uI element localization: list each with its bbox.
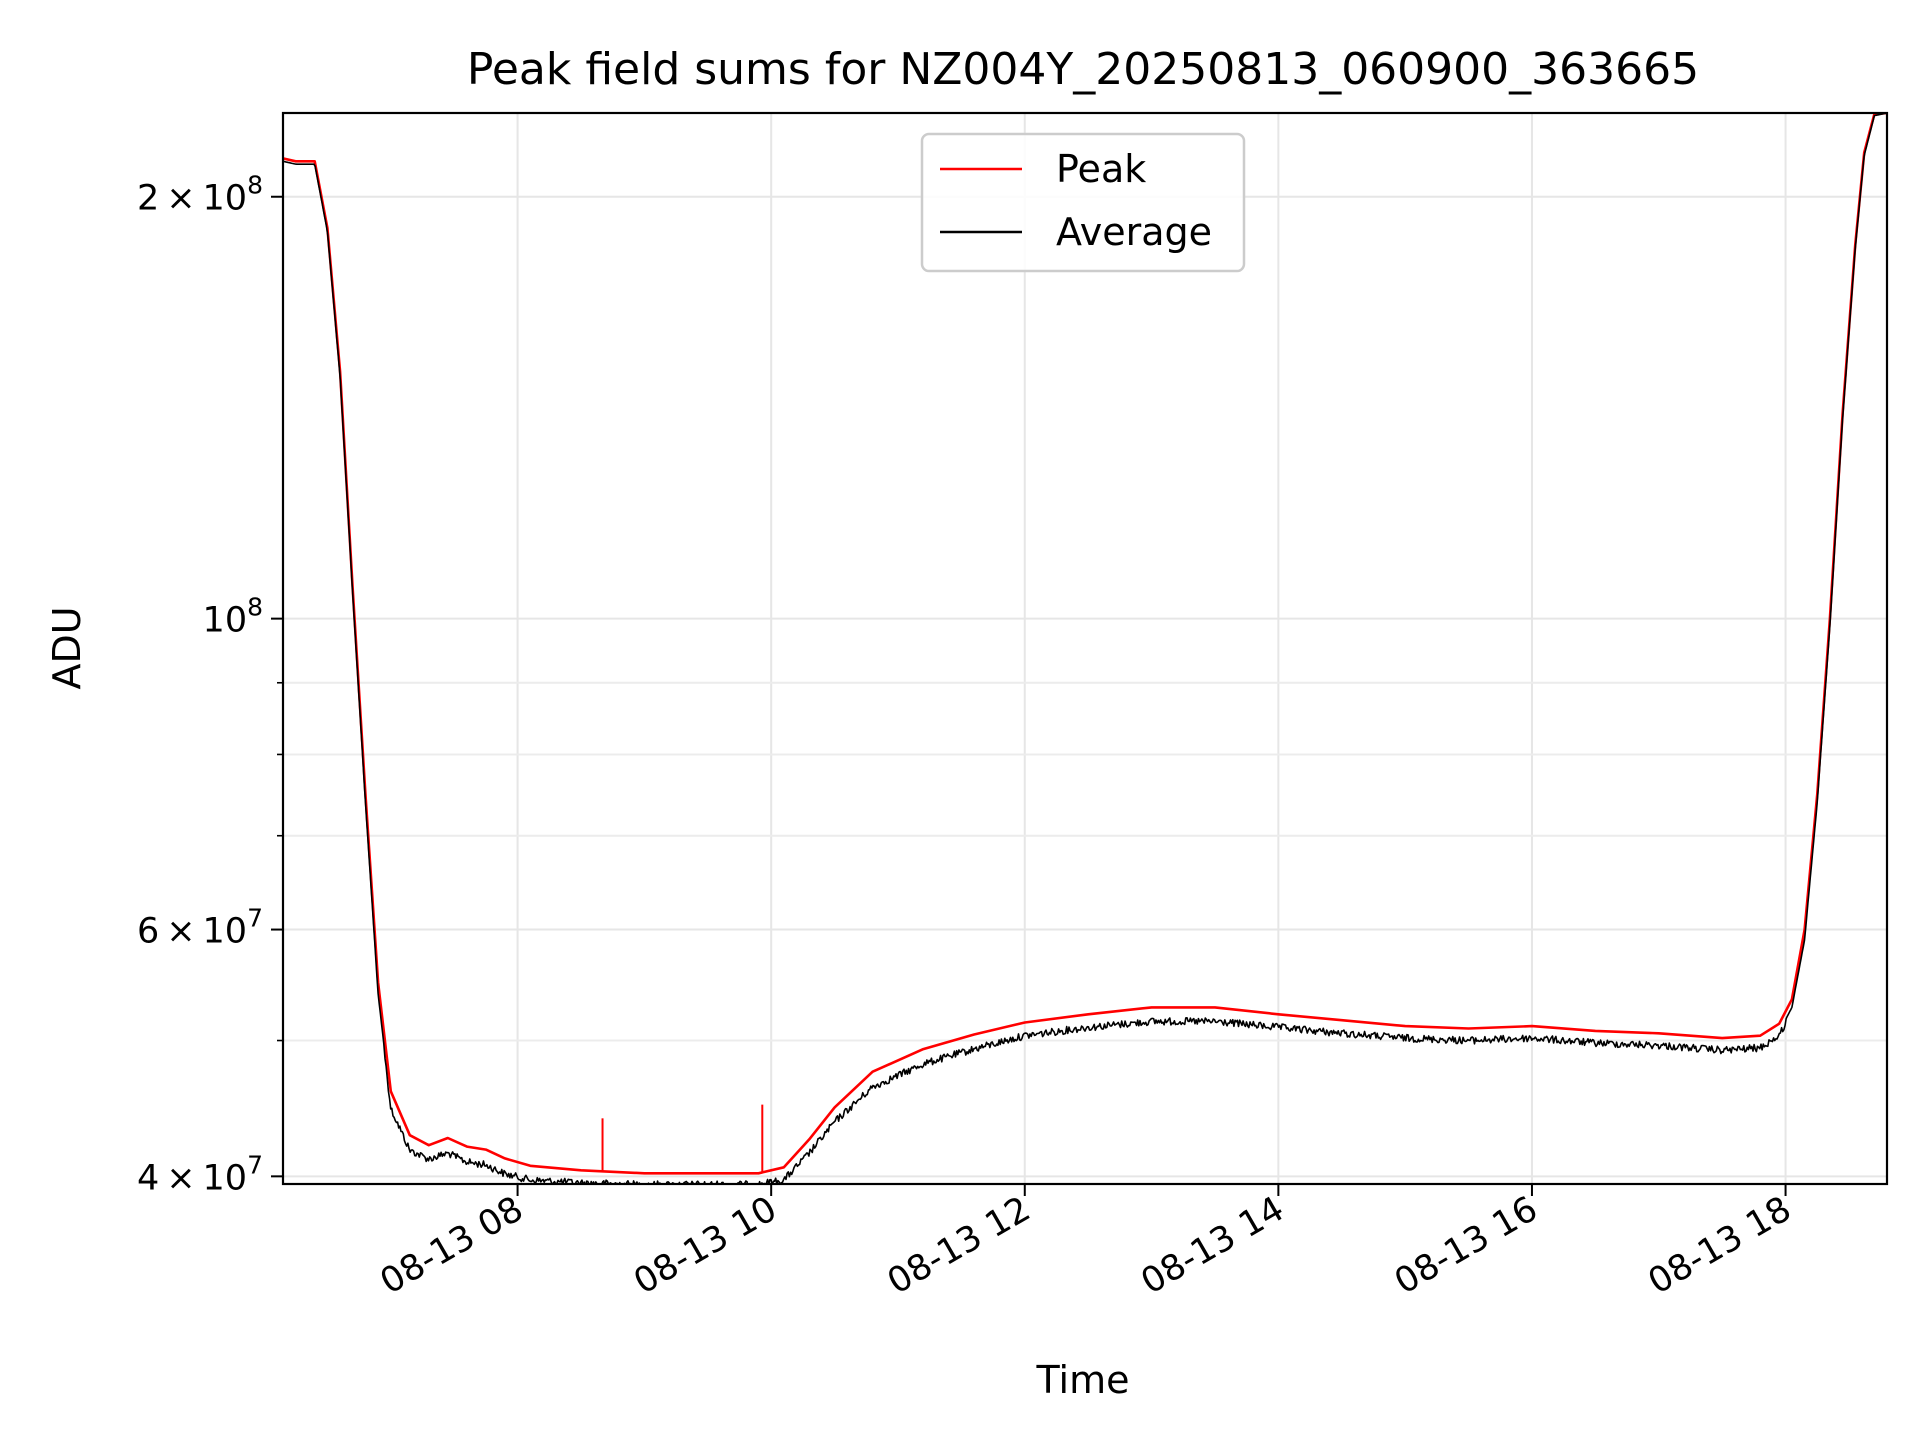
y-axis-ticks: 4 × 107 6 × 107 108 2 × 108 <box>137 171 283 1198</box>
y-tick-label: 4 × 107 <box>137 1150 263 1198</box>
plot-frame <box>281 111 1889 1186</box>
y-axis-label: ADU <box>45 606 89 689</box>
y-tick-label: 108 <box>203 593 263 641</box>
legend-label-peak: Peak <box>1056 147 1146 191</box>
y-tick-label: 2 × 108 <box>137 171 263 219</box>
y-tick-label: 6 × 107 <box>137 904 263 952</box>
legend: Peak Average <box>920 132 1246 273</box>
legend-label-average: Average <box>1056 210 1212 254</box>
series-layer <box>283 113 1887 1184</box>
series-line-average <box>283 113 1887 1184</box>
series-line-peak <box>283 113 1887 1175</box>
chart-title: Peak field sums for NZ004Y_20250813_0609… <box>467 44 1699 95</box>
x-axis-label: Time <box>1036 1358 1130 1402</box>
